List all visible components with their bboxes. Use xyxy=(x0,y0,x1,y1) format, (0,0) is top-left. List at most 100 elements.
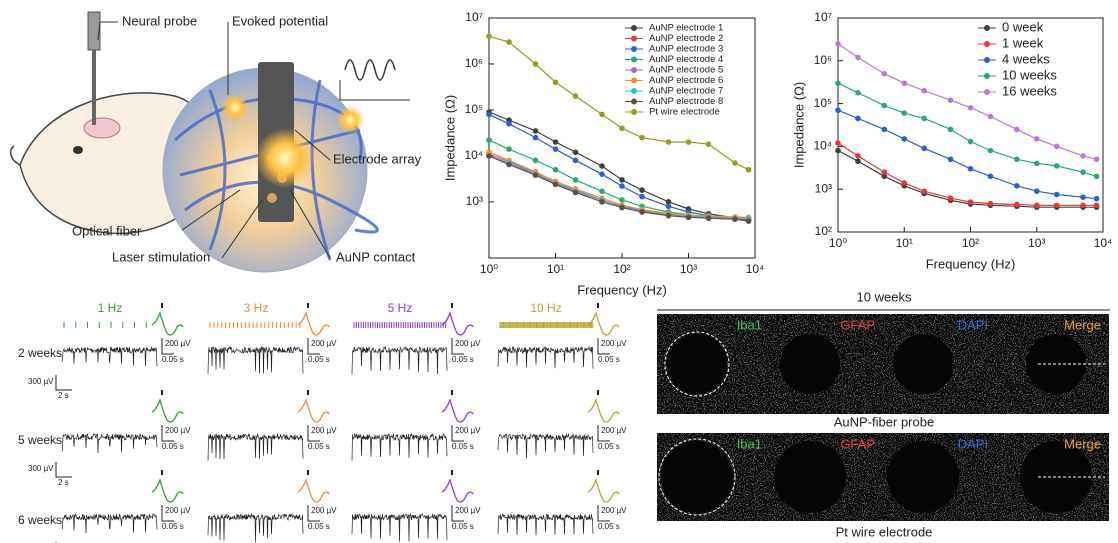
data-point xyxy=(665,212,672,219)
scale-label: 200 µV xyxy=(165,506,191,515)
data-point xyxy=(619,183,625,189)
data-point xyxy=(967,104,974,111)
data-point xyxy=(855,158,861,165)
x-tick-label: 10² xyxy=(962,236,979,250)
trace xyxy=(61,346,158,367)
y-tick-label: 10⁵ xyxy=(814,96,832,110)
data-point xyxy=(901,80,908,86)
x-axis-label: Frequency (Hz) xyxy=(926,256,1016,271)
implant-hole xyxy=(893,334,953,394)
label: Electrode array xyxy=(333,151,422,166)
label: Neural probe xyxy=(122,13,197,28)
scale-bar xyxy=(55,375,72,391)
timepoint-label: 6 weeks xyxy=(18,513,62,527)
data-point xyxy=(1033,160,1040,167)
spike-scale xyxy=(451,505,464,522)
illustration: Neural probe Evoked potential Electrode … xyxy=(9,11,422,273)
scale-label: 200 µV xyxy=(455,506,481,515)
x-tick-label: 10² xyxy=(613,262,630,276)
scale-label: 200 µV xyxy=(601,426,627,435)
data-point xyxy=(599,199,605,205)
histology: 10 weeks Iba1 GFAP DAPI Merge AuNP-fiber prob… xyxy=(657,289,1110,539)
spike-scale xyxy=(451,425,464,442)
trace xyxy=(207,345,304,374)
implant-hole xyxy=(774,441,846,513)
outline xyxy=(664,331,730,397)
channel-label: Merge xyxy=(1064,317,1101,332)
y-tick-label: 10⁶ xyxy=(465,56,483,70)
scale-label: 0.05 s xyxy=(162,522,184,531)
scale-label: 300 µV xyxy=(28,377,54,386)
scale-label: 200 µV xyxy=(311,339,337,348)
implant-hole xyxy=(661,441,733,513)
spike-waveform xyxy=(297,310,330,336)
spike-waveform xyxy=(441,477,474,503)
trace xyxy=(497,346,594,369)
x-tick-label: 10³ xyxy=(1028,236,1045,250)
legend-label: AuNP electrode 4 xyxy=(649,54,723,65)
scale-bar xyxy=(55,462,72,478)
data-point xyxy=(881,102,888,109)
data-point xyxy=(552,181,559,188)
spike-waveform xyxy=(151,310,184,336)
data-point xyxy=(1014,126,1020,133)
scale-label: 200 µV xyxy=(311,426,337,435)
charts: 10⁰ 10¹ 10² 10³ 10⁴ 10³ 10⁴ 10⁵ 10⁶ 10⁷ Frequency … xyxy=(442,10,1112,297)
data-point xyxy=(599,188,605,195)
legend-marker xyxy=(631,77,637,84)
data-point xyxy=(967,199,974,205)
legend-label: 10 weeks xyxy=(1002,67,1057,82)
data-point xyxy=(967,138,974,145)
data-point xyxy=(881,169,888,175)
y-tick-label: 10³ xyxy=(466,194,483,208)
data-point xyxy=(619,177,625,183)
data-point xyxy=(901,110,908,116)
data-point xyxy=(486,111,492,118)
spike-waveform xyxy=(587,397,620,423)
data-point xyxy=(921,145,927,152)
spike-scale xyxy=(161,425,174,442)
data-point xyxy=(835,107,841,114)
data-point xyxy=(947,195,954,201)
data-point xyxy=(532,157,539,164)
x-tick-label: 10¹ xyxy=(896,236,913,250)
label: Laser stimulation xyxy=(112,249,210,264)
mouse-nose xyxy=(9,145,21,166)
y-tick-label: 10⁵ xyxy=(465,102,483,116)
spike-scale xyxy=(597,505,610,522)
scale-label: 300 µV xyxy=(28,464,54,473)
legend-label: AuNP electrode 6 xyxy=(649,75,723,86)
timepoint-label: 5 weeks xyxy=(18,433,62,447)
spike-waveform xyxy=(441,310,474,336)
data-point xyxy=(732,160,738,166)
trace xyxy=(207,512,304,543)
y-tick-label: 10⁴ xyxy=(464,148,483,162)
legend-marker xyxy=(631,25,637,31)
legend-label: AuNP electrode 2 xyxy=(649,33,723,44)
label: Optical fiber xyxy=(72,223,142,238)
legend-label: AuNP electrode 5 xyxy=(649,65,723,76)
data-point xyxy=(639,134,645,141)
data-point xyxy=(835,147,841,154)
y-tick-label: 10⁴ xyxy=(813,139,832,153)
trace xyxy=(497,432,594,459)
data-point xyxy=(987,113,994,120)
legend-marker xyxy=(984,89,990,95)
label: AuNP contact xyxy=(336,249,416,264)
x-tick-label: 10¹ xyxy=(547,262,564,276)
x-axis-label: Frequency (Hz) xyxy=(577,282,667,297)
y-tick-label: 10⁶ xyxy=(814,53,832,67)
data-point xyxy=(1080,169,1086,175)
data-point xyxy=(1080,194,1086,201)
y-tick-label: 10⁷ xyxy=(465,10,483,24)
data-point xyxy=(855,54,861,61)
x-tick-label: 10⁴ xyxy=(746,262,765,276)
data-point xyxy=(745,166,752,173)
scale-label: 2 s xyxy=(58,391,69,400)
scale-label: 200 µV xyxy=(165,426,191,435)
y-tick-label: 10⁷ xyxy=(814,10,832,24)
data-point xyxy=(947,97,954,104)
legend-marker xyxy=(631,88,637,94)
legend-label: AuNP electrode 1 xyxy=(649,23,723,34)
data-point xyxy=(1014,201,1020,208)
